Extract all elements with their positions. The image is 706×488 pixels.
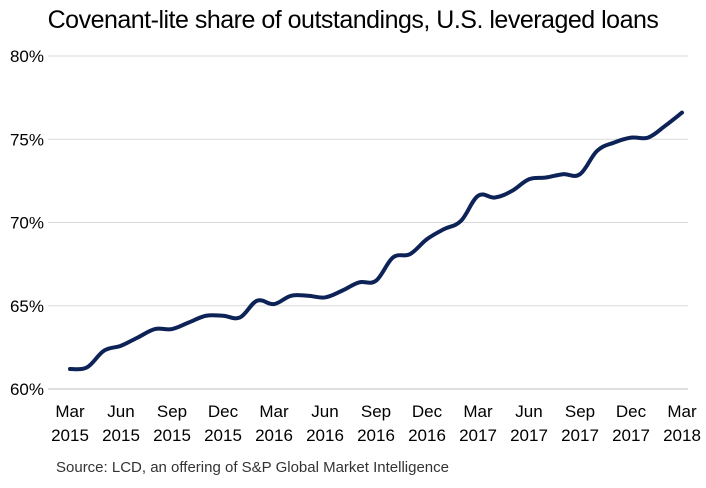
data-point [307, 294, 310, 297]
x-tick-label-year: 2015 [102, 426, 140, 445]
x-tick-label-year: 2016 [255, 426, 293, 445]
x-tick-label-month: Sep [565, 402, 595, 421]
data-point [341, 289, 344, 292]
x-tick-label-month: Sep [157, 402, 187, 421]
data-point [562, 173, 565, 176]
data-point [460, 219, 463, 222]
data-point [222, 314, 225, 317]
data-point [324, 296, 327, 299]
x-tick-label-year: 2018 [663, 426, 701, 445]
x-tick-label-year: 2017 [612, 426, 650, 445]
series-line [68, 110, 684, 372]
data-point [256, 299, 259, 302]
data-point [409, 253, 412, 256]
data-point [188, 321, 191, 324]
y-tick-label: 75% [10, 130, 44, 149]
x-tick-label-year: 2017 [459, 426, 497, 445]
data-point [647, 136, 650, 139]
data-point [154, 328, 157, 331]
y-tick-label: 80% [10, 47, 44, 66]
x-tick-label-month: Mar [259, 402, 289, 421]
data-point [375, 279, 378, 282]
data-point [392, 256, 395, 259]
data-point [664, 124, 667, 127]
x-tick-label-year: 2017 [561, 426, 599, 445]
data-point [528, 178, 531, 181]
y-axis-tick-labels: 60% 65% 70% 75% 80% [10, 47, 44, 399]
x-tick-label-year: 2016 [357, 426, 395, 445]
chart-title: Covenant-lite share of outstandings, U.S… [47, 6, 659, 34]
x-tick-label-year: 2016 [306, 426, 344, 445]
gridlines [48, 55, 688, 307]
x-tick-label-year: 2015 [51, 426, 89, 445]
x-tick-label-year: 2017 [510, 426, 548, 445]
data-point [579, 173, 582, 176]
source-note: Source: LCD, an offering of S&P Global M… [56, 459, 449, 476]
data-point [443, 228, 446, 231]
series-layer [68, 110, 684, 372]
data-point [69, 368, 72, 371]
y-tick-label: 70% [10, 214, 44, 233]
data-point [171, 328, 174, 331]
data-point [120, 344, 123, 347]
data-point [511, 189, 514, 192]
data-point [86, 366, 89, 369]
data-point [273, 303, 276, 306]
data-point [477, 194, 480, 197]
data-point [545, 176, 548, 179]
data-point [494, 196, 497, 199]
data-point [426, 238, 429, 241]
data-point [205, 314, 208, 317]
x-tick-label-year: 2015 [204, 426, 242, 445]
data-point [103, 349, 106, 352]
x-tick-label-month: Mar [667, 402, 697, 421]
x-tick-label-month: Mar [55, 402, 85, 421]
x-tick-label-month: Jun [311, 402, 338, 421]
x-tick-label-month: Dec [616, 402, 647, 421]
x-tick-label-month: Dec [208, 402, 239, 421]
x-tick-label-month: Dec [412, 402, 443, 421]
data-point [290, 294, 293, 297]
data-point [358, 281, 361, 284]
x-tick-label-year: 2016 [408, 426, 446, 445]
x-tick-label-year: 2015 [153, 426, 191, 445]
data-point [239, 316, 242, 319]
data-point [681, 111, 684, 114]
x-axis-tick-labels: Mar 2015 Jun 2015 Sep 2015 Dec 2015 Mar 2016 Jun 20… [51, 402, 701, 445]
x-tick-label-month: Jun [107, 402, 134, 421]
x-tick-label-month: Sep [361, 402, 391, 421]
y-tick-label: 65% [10, 297, 44, 316]
data-point [630, 136, 633, 139]
y-tick-label: 60% [10, 380, 44, 399]
x-tick-label-month: Mar [463, 402, 493, 421]
data-point [596, 149, 599, 152]
x-tick-label-month: Jun [515, 402, 542, 421]
data-point [137, 336, 140, 339]
data-point [613, 141, 616, 144]
